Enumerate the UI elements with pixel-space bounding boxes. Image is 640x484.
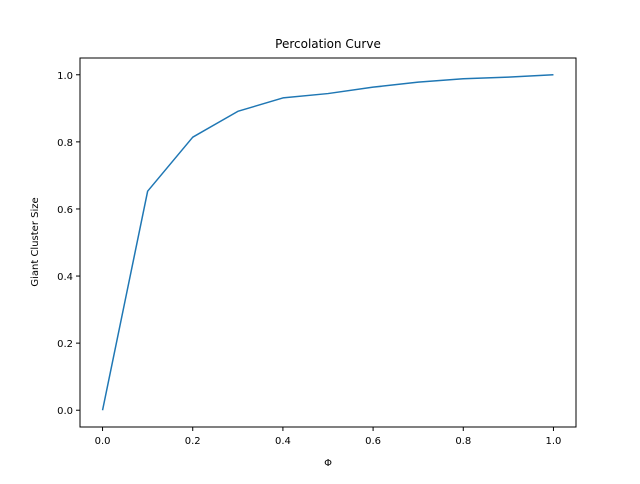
y-tick-label: 0.6 [57,205,73,216]
y-axis-label: Giant Cluster Size [30,197,41,286]
y-axis-ticks: 0.0 0.2 0.4 0.6 0.8 1.0 [57,71,80,417]
y-tick-label: 1.0 [57,71,73,82]
x-tick-label: 1.0 [546,436,562,447]
x-tick-label: 0.8 [455,436,471,447]
y-tick-label: 0.0 [57,406,73,417]
x-tick-label: 0.2 [185,436,201,447]
axes-frame [79,57,577,428]
plot-area [101,74,554,411]
x-tick-label: 0.0 [95,436,111,447]
x-axis-ticks: 0.0 0.2 0.4 0.6 0.8 1.0 [95,427,562,447]
series-line [101,74,554,411]
x-tick-label: 0.4 [275,436,291,447]
x-axis-label: Φ [324,458,332,469]
x-tick-label: 0.6 [365,436,381,447]
chart-title: Percolation Curve [275,37,381,51]
y-tick-label: 0.8 [57,138,73,149]
y-tick-label: 0.2 [57,339,73,350]
y-tick-label: 0.4 [57,272,73,283]
